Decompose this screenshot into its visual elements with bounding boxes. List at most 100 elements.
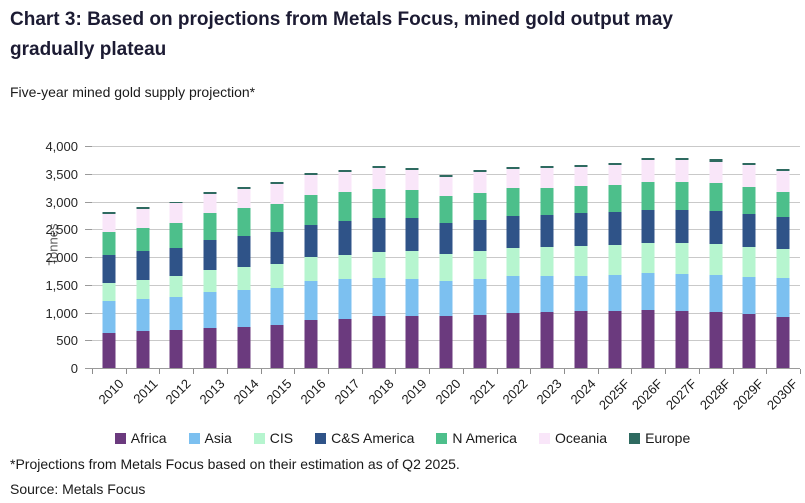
bar-segment <box>641 242 655 274</box>
bar-segment <box>675 273 689 311</box>
bar-stack <box>574 164 588 368</box>
bar-segment <box>136 227 150 252</box>
legend-swatch <box>436 432 448 444</box>
bar-2010 <box>92 146 126 368</box>
bar-stack <box>439 174 453 368</box>
bar-stack <box>169 201 183 368</box>
bar-segment <box>169 296 183 330</box>
bar-segment <box>136 251 150 280</box>
x-axis-label: 2018 <box>365 376 397 408</box>
legend-item-africa: Africa <box>114 430 167 446</box>
bar-segment <box>237 267 251 291</box>
bar-segment <box>169 276 183 297</box>
bar-segment <box>608 162 622 165</box>
x-axis-label: 2023 <box>533 376 565 408</box>
bar-segment <box>540 168 554 188</box>
bar-segment <box>574 275 588 312</box>
bar-segment <box>641 181 655 210</box>
x-axis-tick <box>92 369 93 374</box>
x-axis-label: 2019 <box>398 376 430 408</box>
bar-segment <box>776 316 790 368</box>
bar-segment <box>574 246 588 276</box>
x-axis-tick <box>665 369 667 374</box>
y-axis-tick <box>85 146 92 147</box>
x-axis-label: 2027F <box>662 376 700 413</box>
bar-segment <box>439 254 453 281</box>
legend-label: Asia <box>204 430 232 446</box>
x-axis-tick <box>564 369 565 374</box>
y-axis-tick <box>85 173 92 175</box>
bar-segment <box>574 213 588 247</box>
x-axis-tick <box>159 369 161 374</box>
legend-label: N America <box>452 430 517 446</box>
bar-segment <box>641 209 655 243</box>
x-axis-label: 2024 <box>567 376 599 408</box>
bar-2016 <box>294 146 328 368</box>
bar-segment <box>742 162 756 165</box>
bar-2025F <box>598 146 632 368</box>
bar-2012 <box>159 146 193 368</box>
bar-segment <box>304 173 318 176</box>
y-axis-tick-label: 2,000 <box>45 250 78 265</box>
bar-segment <box>506 216 520 248</box>
y-axis-tick <box>85 229 92 231</box>
bar-segment <box>372 189 386 219</box>
legend-swatch <box>253 432 265 444</box>
bar-segment <box>304 175 318 196</box>
legend-item-c-s-america: C&S America <box>315 430 414 446</box>
bar-segment <box>608 274 622 311</box>
x-axis-label: 2028F <box>696 376 734 413</box>
bar-stack <box>709 159 723 368</box>
x-axis-label: 2020 <box>432 376 464 408</box>
bar-2029F <box>733 146 767 368</box>
bar-segment <box>203 194 217 214</box>
bar-segment <box>338 318 352 368</box>
bar-segment <box>709 210 723 245</box>
bar-segment <box>473 192 487 220</box>
bar-segment <box>641 160 655 182</box>
y-axis-tick-label: 1,500 <box>45 277 78 293</box>
bar-segment <box>742 277 756 314</box>
legend-swatch <box>315 432 327 444</box>
y-axis-tick <box>85 201 92 203</box>
bar-segment <box>338 192 352 222</box>
bar-segment <box>203 292 217 329</box>
x-axis-label: 2013 <box>196 376 228 408</box>
x-axis-label: 2017 <box>331 376 363 408</box>
bar-segment <box>405 168 419 171</box>
bar-segment <box>304 224 318 258</box>
bar-segment <box>405 218 419 252</box>
bar-stack <box>237 187 251 368</box>
bar-stack <box>304 173 318 368</box>
x-axis-label: 2010 <box>95 376 127 408</box>
bar-segment <box>304 257 318 282</box>
x-axis-tick <box>328 369 329 374</box>
bar-2020 <box>429 146 463 368</box>
bar-segment <box>136 279 150 299</box>
bar-2011 <box>126 146 160 368</box>
bar-segment <box>203 192 217 195</box>
bar-2027F <box>665 146 699 368</box>
x-axis-label: 2026F <box>629 376 666 413</box>
bar-segment <box>742 164 756 187</box>
bar-segment <box>372 278 386 317</box>
bar-segment <box>439 280 453 317</box>
source-line: Source: Metals Focus <box>10 481 146 497</box>
bar-segment <box>203 270 217 293</box>
bar-stack <box>473 170 487 368</box>
bar-stack <box>338 169 352 368</box>
bar-segment <box>439 174 453 177</box>
bar-segment <box>506 247 520 277</box>
bar-segment <box>270 232 284 264</box>
x-axis-labels: 2010 2011 2012 2013 2014 2015 2016 2017 2018 2019… <box>92 369 800 425</box>
bar-segment <box>473 172 487 193</box>
x-axis-label: 2021 <box>466 376 498 408</box>
bar-segment <box>338 169 352 172</box>
bar-segment <box>237 290 251 327</box>
bar-segment <box>540 276 554 312</box>
x-axis-label: 2011 <box>129 376 161 407</box>
bar-segment <box>237 208 251 236</box>
bar-segment <box>270 263 284 288</box>
bar-segment <box>405 278 419 316</box>
y-axis-tick-label: 3,500 <box>45 166 78 182</box>
